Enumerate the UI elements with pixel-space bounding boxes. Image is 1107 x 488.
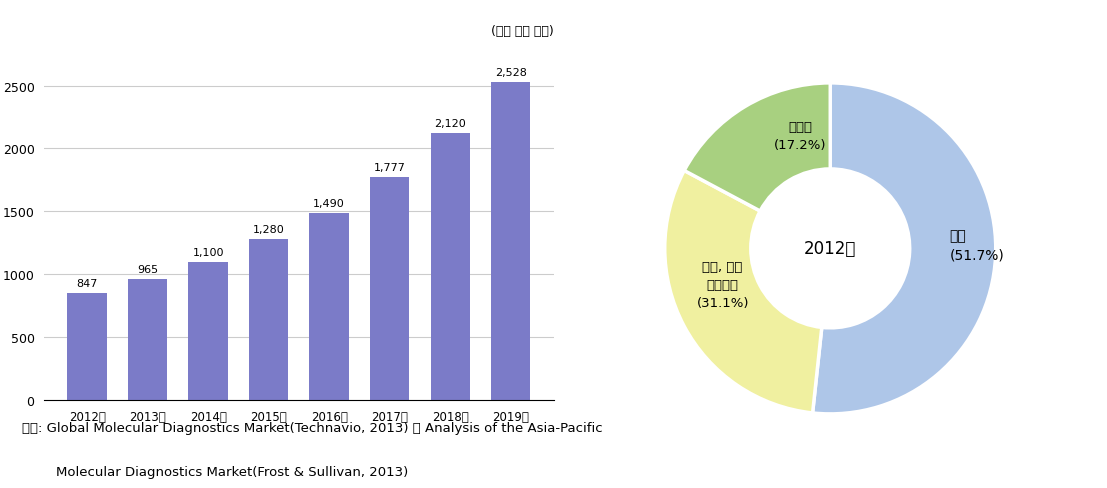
Bar	[68, 294, 106, 400]
Text: 965: 965	[137, 264, 158, 274]
Text: 2,120: 2,120	[434, 119, 466, 129]
Bar	[431, 134, 469, 400]
Text: 아시아
(17.2%): 아시아 (17.2%)	[774, 121, 827, 152]
Bar	[128, 279, 167, 400]
Text: 자료: Global Molecular Diagnostics Market(Technavio, 2013) 및 Analysis of the Asia-: 자료: Global Molecular Diagnostics Market(…	[22, 422, 603, 435]
Text: 2012년: 2012년	[804, 240, 857, 258]
Wedge shape	[813, 84, 996, 414]
Text: 1,777: 1,777	[374, 162, 405, 172]
Wedge shape	[684, 84, 830, 212]
Text: Molecular Diagnostics Market(Frost & Sullivan, 2013): Molecular Diagnostics Market(Frost & Sul…	[22, 465, 408, 478]
Bar	[310, 213, 349, 400]
Text: 847: 847	[76, 279, 97, 289]
Bar	[188, 262, 228, 400]
Bar	[370, 177, 410, 400]
Bar	[492, 83, 530, 400]
Text: 2,528: 2,528	[495, 68, 527, 78]
Text: (단위 백만 달러): (단위 백만 달러)	[490, 25, 554, 38]
Text: 유럽, 중동
아프리카
(31.1%): 유럽, 중동 아프리카 (31.1%)	[696, 261, 749, 310]
Bar	[249, 240, 288, 400]
Text: 1,100: 1,100	[193, 247, 224, 257]
Text: 1,490: 1,490	[313, 198, 345, 208]
Wedge shape	[664, 171, 821, 413]
Text: 1,280: 1,280	[252, 224, 284, 235]
Text: 미국
(51.7%): 미국 (51.7%)	[950, 229, 1004, 262]
